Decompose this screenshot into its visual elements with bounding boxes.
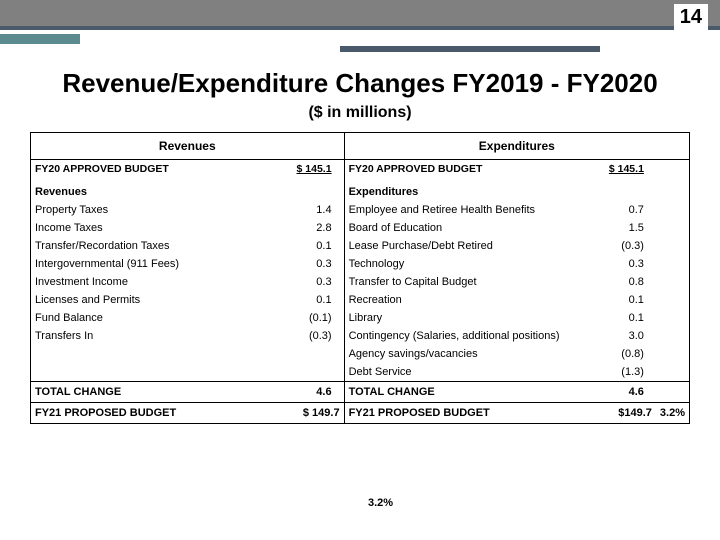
right-section-label: Expenditures [344,178,580,201]
left-item-value: 0.1 [268,291,344,309]
right-item-value: 0.1 [580,309,656,327]
left-item-label [31,345,268,363]
left-item-value: (0.1) [268,309,344,327]
right-approved-label: FY20 APPROVED BUDGET [344,160,580,179]
left-item-label: Transfers In [31,327,268,345]
left-item-value: (0.3) [268,327,344,345]
right-item-label: Board of Education [344,219,580,237]
revenues-header: Revenues [31,133,344,160]
table-row: Investment Income0.3Transfer to Capital … [31,273,689,291]
table-row: Income Taxes2.8Board of Education1.5 [31,219,689,237]
right-item-value: (0.3) [580,237,656,255]
right-item-value: 3.0 [580,327,656,345]
right-total-value: 4.6 [580,382,656,403]
left-item-label: Income Taxes [31,219,268,237]
left-item-value: 0.1 [268,237,344,255]
right-item-value: 0.8 [580,273,656,291]
right-final-label: FY21 PROPOSED BUDGET [344,403,580,424]
left-item-label: Investment Income [31,273,268,291]
page-title: Revenue/Expenditure Changes FY2019 - FY2… [0,68,720,99]
accent-bar-left [0,34,80,44]
left-approved-label: FY20 APPROVED BUDGET [31,160,268,179]
right-final-value: $149.7 [580,403,656,424]
right-item-value: 0.3 [580,255,656,273]
table-row: Property Taxes1.4Employee and Retiree He… [31,201,689,219]
left-item-value: 0.3 [268,273,344,291]
right-item-value: 0.7 [580,201,656,219]
accent-bar-right [340,46,600,52]
table-row: Licenses and Permits0.1Recreation0.1 [31,291,689,309]
right-item-value: (0.8) [580,345,656,363]
left-item-label: Fund Balance [31,309,268,327]
page-number: 14 [674,4,708,31]
right-item-value: (1.3) [580,363,656,382]
left-final-value: $ 149.7 [268,403,344,424]
left-item-value [268,363,344,382]
left-item-label: Property Taxes [31,201,268,219]
right-total-label: TOTAL CHANGE [344,382,580,403]
page-subtitle: ($ in millions) [0,104,720,122]
right-item-label: Recreation [344,291,580,309]
right-item-value: 1.5 [580,219,656,237]
left-item-value [268,345,344,363]
left-final-pct: 3.2% [368,497,393,509]
table-row: Transfer/Recordation Taxes0.1Lease Purch… [31,237,689,255]
left-section-label: Revenues [31,178,268,201]
table-row: Agency savings/vacancies(0.8) [31,345,689,363]
left-item-label [31,363,268,382]
table-row: Transfers In(0.3)Contingency (Salaries, … [31,327,689,345]
table-row: Fund Balance(0.1)Library0.1 [31,309,689,327]
left-item-label: Transfer/Recordation Taxes [31,237,268,255]
table-row: Intergovernmental (911 Fees)0.3Technolog… [31,255,689,273]
right-item-label: Transfer to Capital Budget [344,273,580,291]
left-total-value: 4.6 [268,382,344,403]
left-item-label: Licenses and Permits [31,291,268,309]
right-approved-value: $ 145.1 [580,160,656,179]
left-item-value: 1.4 [268,201,344,219]
left-item-label: Intergovernmental (911 Fees) [31,255,268,273]
left-total-label: TOTAL CHANGE [31,382,268,403]
right-item-label: Employee and Retiree Health Benefits [344,201,580,219]
left-final-label: FY21 PROPOSED BUDGET [31,403,268,424]
right-item-label: Lease Purchase/Debt Retired [344,237,580,255]
right-item-label: Agency savings/vacancies [344,345,580,363]
right-item-label: Debt Service [344,363,580,382]
table-row: Debt Service(1.3) [31,363,689,382]
left-item-value: 2.8 [268,219,344,237]
right-item-value: 0.1 [580,291,656,309]
left-item-value: 0.3 [268,255,344,273]
expenditures-header: Expenditures [344,133,689,160]
right-item-label: Contingency (Salaries, additional positi… [344,327,580,345]
right-item-label: Library [344,309,580,327]
left-approved-value: $ 145.1 [268,160,344,179]
comparison-table: Revenues Expenditures FY20 APPROVED BUDG… [30,132,690,424]
right-final-pct: 3.2% [656,403,689,424]
header-band [0,0,720,30]
right-item-label: Technology [344,255,580,273]
